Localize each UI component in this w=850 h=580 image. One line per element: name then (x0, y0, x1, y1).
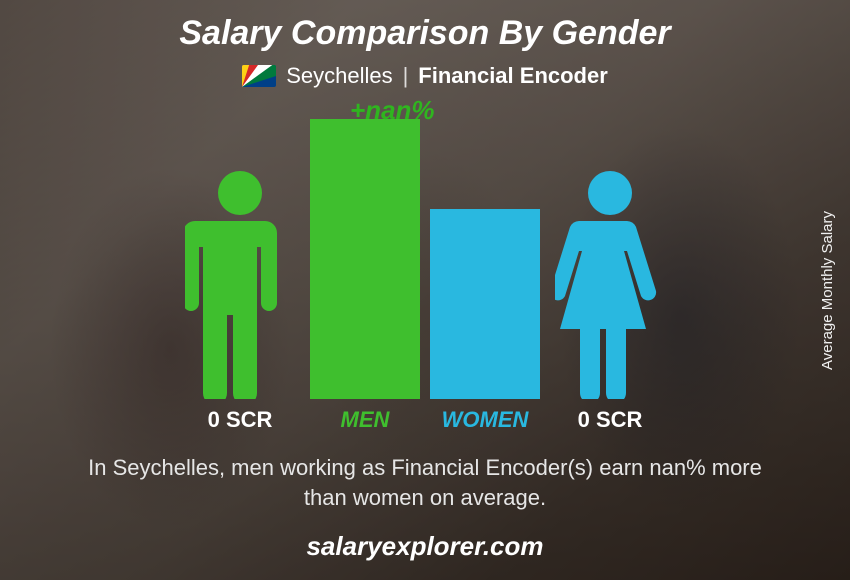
page-title: Salary Comparison By Gender (179, 14, 670, 53)
male-person-icon (185, 169, 295, 399)
job-title-label: Financial Encoder (418, 63, 608, 89)
men-value-label: 0 SCR (180, 407, 300, 433)
women-bar-slot (430, 209, 540, 399)
female-person-icon (555, 169, 665, 399)
subheading: Seychelles | Financial Encoder (242, 63, 608, 89)
separator: | (403, 63, 409, 89)
women-value-label: 0 SCR (550, 407, 670, 433)
female-icon-slot (550, 169, 670, 399)
women-bar-label: WOMEN (430, 407, 540, 433)
footer-brand: salaryexplorer.com (0, 531, 850, 562)
seychelles-flag-icon (242, 65, 276, 87)
men-bar-slot (310, 119, 420, 399)
percent-difference-label: +nan% (350, 95, 435, 126)
side-axis-label-wrap: Average Monthly Salary (812, 0, 842, 580)
infographic-container: Salary Comparison By Gender Seychelles |… (0, 0, 850, 580)
male-icon-slot (180, 169, 300, 399)
side-axis-label: Average Monthly Salary (819, 211, 836, 370)
description-text: In Seychelles, men working as Financial … (65, 453, 785, 512)
country-label: Seychelles (286, 63, 392, 89)
men-bar-label: MEN (310, 407, 420, 433)
women-bar (430, 209, 540, 399)
men-bar (310, 119, 420, 399)
chart-bottom-labels: 0 SCR MEN WOMEN 0 SCR (105, 407, 745, 433)
comparison-chart: +nan% (105, 99, 745, 399)
